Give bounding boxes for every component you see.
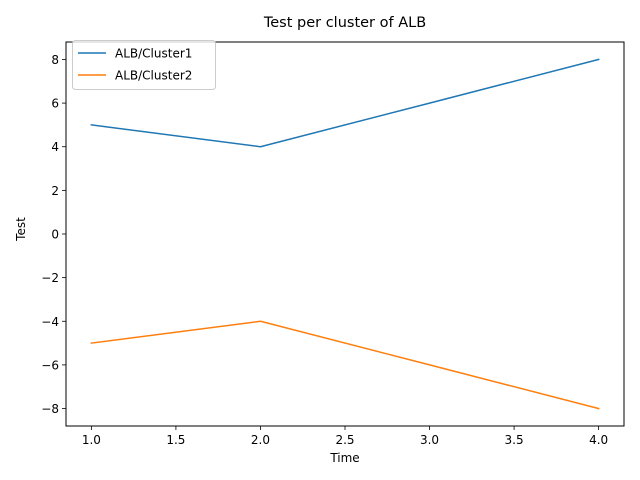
x-tick-label: 2.0 (251, 433, 270, 447)
x-tick-label: 3.5 (505, 433, 524, 447)
y-axis-ticks: −8 −6 −4 −2 0 2 4 6 8 (41, 53, 66, 416)
y-tick-label: −8 (41, 402, 59, 416)
chart-title: Test per cluster of ALB (263, 15, 426, 31)
series-line-1 (90, 58, 600, 148)
legend-box (72, 40, 216, 90)
legend-label-cluster1: ALB/Cluster1 (115, 47, 192, 61)
y-tick-label: −2 (41, 271, 59, 285)
x-tick-label: 1.5 (166, 433, 185, 447)
legend-label-cluster2: ALB/Cluster2 (115, 69, 192, 83)
series-line-2 (90, 320, 600, 410)
x-tick-label: 3.0 (420, 433, 439, 447)
x-tick-label: 1.0 (82, 433, 101, 447)
x-tick-label: 2.5 (335, 433, 354, 447)
series-layer (90, 58, 600, 410)
x-axis-label: Time (329, 451, 359, 465)
y-axis-label: Test (14, 217, 28, 242)
y-tick-label: 2 (51, 184, 59, 198)
plot-area: 1.0 1.5 2.0 2.5 3.0 3.5 4.0 −8 −6 −4 −2 0 2 4 6 8 (41, 41, 625, 447)
x-axis-ticks: 1.0 1.5 2.0 2.5 3.0 3.5 4.0 (82, 426, 608, 447)
y-tick-label: 0 (51, 228, 59, 242)
y-tick-label: −6 (41, 358, 59, 372)
y-tick-label: 6 (51, 97, 59, 111)
y-tick-label: −4 (41, 315, 59, 329)
y-tick-label: 8 (51, 53, 59, 67)
legend: ALB/Cluster1 ALB/Cluster2 (72, 40, 216, 90)
axes-frame (65, 41, 625, 427)
y-tick-label: 4 (51, 140, 59, 154)
x-tick-label: 4.0 (589, 433, 608, 447)
